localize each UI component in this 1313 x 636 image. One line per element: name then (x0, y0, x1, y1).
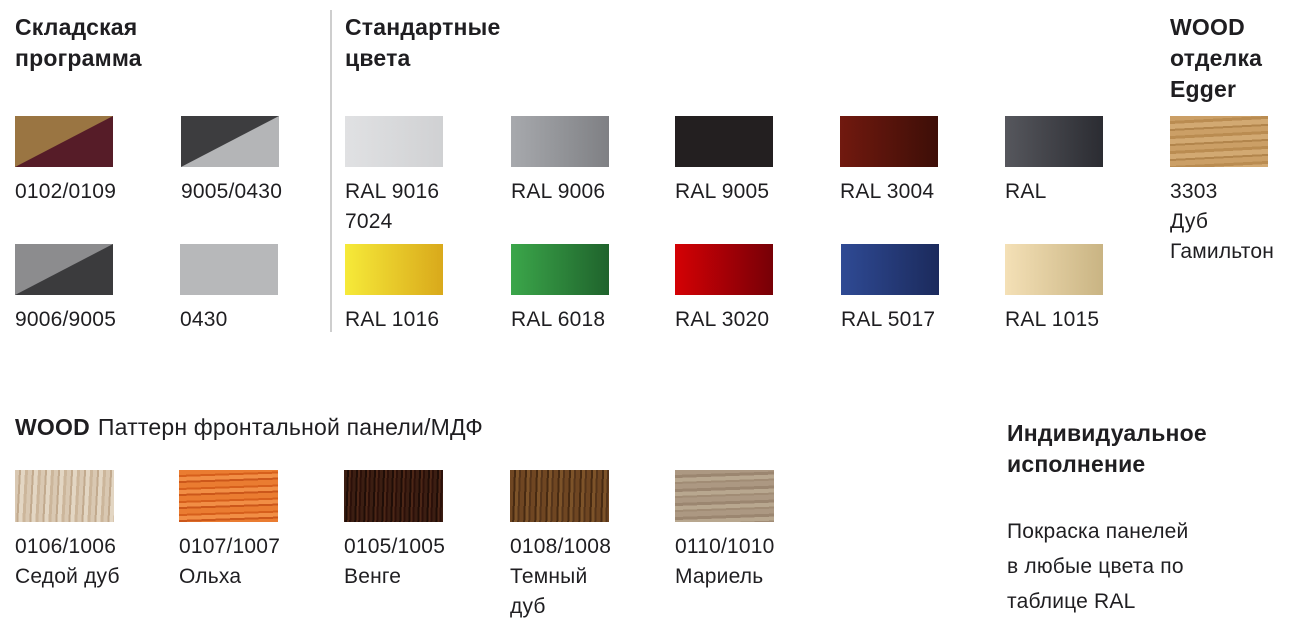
swatch-cell-ral-9016: RAL 9016 7024 (345, 116, 505, 237)
swatch-cell-0108-1008: 0108/1008 Темный дуб (510, 470, 670, 622)
swatch-code-label: 0108/1008 Темный дуб (510, 535, 612, 618)
wood-pattern-title-bold: WOOD (15, 414, 90, 440)
swatch-code-label: 9006/9005 (15, 308, 117, 331)
warehouse-program-title: Складская программа (15, 12, 142, 74)
swatch-cell-0430: 0430 (180, 244, 340, 335)
swatch-code-label: 0102/0109 (15, 180, 117, 203)
custom-finish-title: Индивидуальное исполнение (1007, 418, 1207, 480)
swatch-cell-ral-1016: RAL 1016 (345, 244, 505, 335)
color-swatch-ral-5017 (841, 244, 939, 295)
swatch-code-label: 9005/0430 (181, 180, 283, 203)
wood-egger-title-line3: Egger (1170, 76, 1237, 102)
swatch-cell-0102-0109: 0102/0109 (15, 116, 175, 207)
swatch-code-label: RAL 1016 (345, 308, 440, 331)
swatch-code-label: RAL 5017 (841, 308, 936, 331)
swatch-cell-9005-0430: 9005/0430 (181, 116, 341, 207)
swatch-code-label: RAL 1015 (1005, 308, 1100, 331)
standard-colors-title-line1: Стандартные (345, 14, 501, 40)
warehouse-program-title-line1: Складская (15, 14, 138, 40)
swatch-cell-ral-6018: RAL 6018 (511, 244, 671, 335)
swatch-code-label: 0430 (180, 308, 228, 331)
swatch-code-label: 3303 Дуб Гамильтон (1170, 180, 1275, 263)
swatch-code-label: RAL 3020 (675, 308, 770, 331)
wood-egger-title-line1: WOOD (1170, 14, 1245, 40)
custom-finish-description: Покраска панелей в любые цвета по таблиц… (1007, 520, 1189, 613)
swatch-cell-9006-9005: 9006/9005 (15, 244, 175, 335)
standard-colors-title-line2: цвета (345, 45, 411, 71)
wood-swatch-0105-1005 (344, 470, 443, 522)
swatch-code-label: RAL (1005, 180, 1047, 203)
swatch-cell-ral-3020: RAL 3020 (675, 244, 835, 335)
color-swatch-9005-0430 (181, 116, 279, 167)
swatch-cell-0110-1010: 0110/1010 Мариель (675, 470, 835, 592)
wood-pattern-title: WOOD Паттерн фронтальной панели/МДФ (15, 412, 483, 443)
color-swatch-ral-3020 (675, 244, 773, 295)
custom-finish-title-line2: исполнение (1007, 451, 1146, 477)
swatch-cell-ral-3004: RAL 3004 (840, 116, 1000, 207)
standard-colors-title: Стандартные цвета (345, 12, 501, 74)
swatch-cell-ral-7024: RAL (1005, 116, 1165, 207)
color-swatch-ral-9016 (345, 116, 443, 167)
warehouse-program-title-line2: программа (15, 45, 142, 71)
color-swatch-ral-9006 (511, 116, 609, 167)
color-swatch-0430 (180, 244, 278, 295)
section-divider (330, 10, 332, 332)
wood-swatch-0110-1010 (675, 470, 774, 522)
swatch-code-label: RAL 9016 7024 (345, 180, 440, 233)
color-swatch-ral-1016 (345, 244, 443, 295)
swatch-cell-ral-9005: RAL 9005 (675, 116, 835, 207)
swatch-cell-ral-9006: RAL 9006 (511, 116, 671, 207)
wood-swatch-0107-1007 (179, 470, 278, 522)
wood-egger-title: WOOD отделка Egger (1170, 12, 1262, 105)
swatch-code-label: RAL 9005 (675, 180, 770, 203)
swatch-cell-0106-1006: 0106/1006 Седой дуб (15, 470, 175, 592)
swatch-code-label: RAL 3004 (840, 180, 935, 203)
swatch-cell-0105-1005: 0105/1005 Венге (344, 470, 504, 592)
color-swatch-ral-6018 (511, 244, 609, 295)
swatch-code-label: 0110/1010 Мариель (675, 535, 775, 588)
wood-egger-title-line2: отделка (1170, 45, 1263, 71)
color-swatch-ral-9005 (675, 116, 773, 167)
color-swatch-ral-7024 (1005, 116, 1103, 167)
swatch-code-label: 0105/1005 Венге (344, 535, 446, 588)
custom-finish-title-line1: Индивидуальное (1007, 420, 1207, 446)
color-swatch-ral-1015 (1005, 244, 1103, 295)
wood-pattern-title-rest: Паттерн фронтальной панели/МДФ (97, 414, 483, 440)
color-swatch-0102-0109 (15, 116, 113, 167)
color-swatch-9006-9005 (15, 244, 113, 295)
swatch-cell-0107-1007: 0107/1007 Ольха (179, 470, 339, 592)
swatch-cell-egger-3303: 3303 Дуб Гамильтон (1170, 116, 1313, 267)
swatch-code-label: 0107/1007 Ольха (179, 535, 281, 588)
swatch-code-label: RAL 9006 (511, 180, 606, 203)
color-swatch-ral-3004 (840, 116, 938, 167)
swatch-code-label: 0106/1006 Седой дуб (15, 535, 120, 588)
swatch-cell-ral-5017: RAL 5017 (841, 244, 1001, 335)
swatch-cell-ral-1015: RAL 1015 (1005, 244, 1165, 335)
wood-swatch-0108-1008 (510, 470, 609, 522)
swatch-code-label: RAL 6018 (511, 308, 606, 331)
wood-swatch-egger-3303 (1170, 116, 1268, 167)
wood-swatch-0106-1006 (15, 470, 114, 522)
